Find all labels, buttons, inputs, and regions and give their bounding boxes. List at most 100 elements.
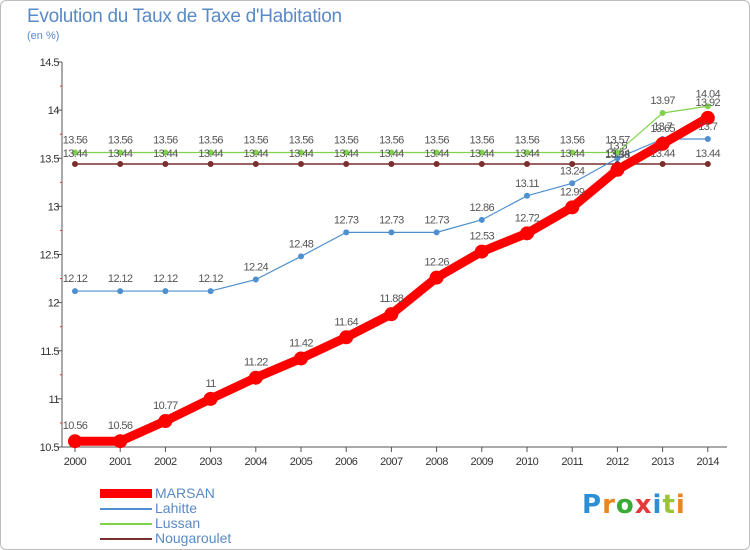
legend-label-lahitte: Lahitte: [155, 500, 198, 516]
chart-subtitle: (en %): [27, 30, 60, 42]
data-label-nougaroulet: 13.44: [153, 148, 178, 160]
y-tick-label: 13: [48, 201, 60, 213]
data-point-lahitte: [343, 229, 350, 236]
data-label-nougaroulet: 13.44: [696, 148, 721, 160]
x-tick-label: 2004: [245, 456, 268, 468]
data-label-lussan: 13.56: [470, 134, 495, 146]
data-point-nougaroulet: [72, 161, 78, 168]
data-label-lussan: 13.56: [153, 134, 178, 146]
data-point-nougaroulet: [117, 161, 124, 168]
data-label-marsan: 10.56: [108, 420, 133, 432]
data-label-marsan: 11.88: [380, 293, 404, 305]
data-label-nougaroulet: 13.44: [605, 148, 630, 160]
data-label-nougaroulet: 13.44: [470, 148, 495, 160]
data-label-lahitte: 12.24: [244, 262, 269, 274]
data-point-lahitte: [524, 192, 530, 199]
data-label-nougaroulet: 13.44: [515, 148, 540, 160]
data-label-nougaroulet: 13.44: [108, 148, 133, 160]
data-point-lussan: [524, 149, 530, 156]
x-tick-label: 2012: [606, 456, 629, 468]
data-point-lahitte: [388, 229, 395, 236]
data-label-lahitte: 12.12: [153, 273, 178, 285]
data-point-marsan: [655, 136, 670, 151]
data-label-lussan: 13.56: [515, 134, 540, 146]
data-label-marsan: 10.56: [63, 420, 88, 432]
data-point-nougaroulet: [388, 161, 395, 168]
data-point-marsan: [294, 351, 308, 366]
data-point-lussan: [433, 149, 440, 156]
logo-letter: x: [634, 490, 653, 520]
data-point-marsan: [565, 200, 580, 215]
data-point-marsan: [113, 434, 128, 449]
data-point-nougaroulet: [433, 161, 440, 168]
data-point-lussan: [659, 110, 666, 117]
data-point-lussan: [162, 149, 169, 156]
data-label-lussan: 13.56: [424, 134, 449, 146]
data-label-lahitte: 13.5: [608, 140, 627, 152]
logo-letter: o: [615, 490, 635, 520]
data-point-lussan: [569, 149, 576, 156]
x-tick-label: 2007: [380, 456, 403, 468]
data-point-lussan: [207, 149, 214, 156]
data-label-marsan: 11.22: [244, 357, 268, 369]
data-label-nougaroulet: 13.44: [334, 148, 359, 160]
logo-letter: r: [602, 490, 616, 520]
data-point-lussan: [298, 149, 304, 156]
logo-letter: t: [662, 490, 676, 520]
data-label-lahitte: 12.12: [108, 273, 133, 285]
data-point-nougaroulet: [252, 161, 259, 168]
data-label-marsan: 13.92: [696, 97, 721, 109]
data-label-nougaroulet: 13.44: [289, 148, 314, 160]
data-label-nougaroulet: 13.44: [379, 148, 404, 160]
data-point-nougaroulet: [569, 161, 576, 168]
data-point-nougaroulet: [704, 161, 711, 168]
data-label-nougaroulet: 13.44: [63, 148, 88, 160]
data-label-marsan: 12.72: [515, 212, 540, 224]
data-label-marsan: 10.77: [153, 400, 178, 412]
data-label-marsan: 12.26: [424, 257, 449, 269]
data-label-nougaroulet: 13.44: [244, 148, 269, 160]
logo-letter: i: [652, 490, 663, 520]
data-point-lahitte: [614, 155, 621, 162]
data-point-nougaroulet: [478, 161, 485, 168]
data-point-marsan: [429, 270, 444, 285]
data-point-lahitte: [569, 180, 576, 187]
data-point-lahitte: [433, 229, 440, 236]
legend-label-lussan: Lussan: [155, 515, 201, 531]
data-label-lussan: 14.04: [696, 88, 721, 100]
data-label-lahitte: 12.86: [470, 202, 495, 214]
data-label-marsan: 12.99: [560, 186, 585, 198]
data-label-lahitte: 13.7: [698, 121, 717, 133]
data-label-lussan: 13.56: [334, 134, 359, 146]
x-tick-label: 2009: [471, 456, 494, 468]
data-point-marsan: [700, 110, 715, 125]
data-label-lussan: 13.56: [108, 134, 133, 146]
y-tick-label: 11.5: [40, 346, 59, 358]
x-tick-label: 2000: [64, 456, 87, 468]
data-point-nougaroulet: [162, 161, 169, 168]
legend-swatch-marsan: [100, 489, 152, 498]
data-label-lahitte: 13.24: [560, 165, 585, 177]
data-point-lussan: [252, 149, 259, 156]
data-point-lussan: [614, 149, 621, 156]
data-point-marsan: [474, 244, 489, 259]
y-tick-label: 12: [48, 298, 60, 310]
data-label-lahitte: 12.73: [379, 214, 404, 226]
data-label-marsan: 13.38: [605, 149, 630, 161]
data-point-marsan: [248, 370, 263, 385]
data-point-nougaroulet: [207, 161, 214, 168]
y-tick-label: 10.5: [40, 442, 60, 454]
data-label-marsan: 11.42: [289, 337, 313, 349]
x-tick-label: 2006: [335, 456, 358, 468]
data-label-marsan: 13.65: [650, 123, 675, 135]
data-label-lahitte: 12.48: [289, 238, 314, 250]
data-point-marsan: [384, 307, 399, 322]
data-label-marsan: 11: [205, 378, 216, 390]
data-label-nougaroulet: 13.44: [650, 148, 675, 160]
data-point-lahitte: [162, 288, 169, 295]
data-point-lussan: [117, 149, 124, 156]
x-tick-label: 2005: [290, 456, 313, 468]
data-label-lussan: 13.56: [198, 134, 223, 146]
data-label-lussan: 13.97: [650, 95, 675, 107]
data-point-lahitte: [72, 288, 78, 295]
